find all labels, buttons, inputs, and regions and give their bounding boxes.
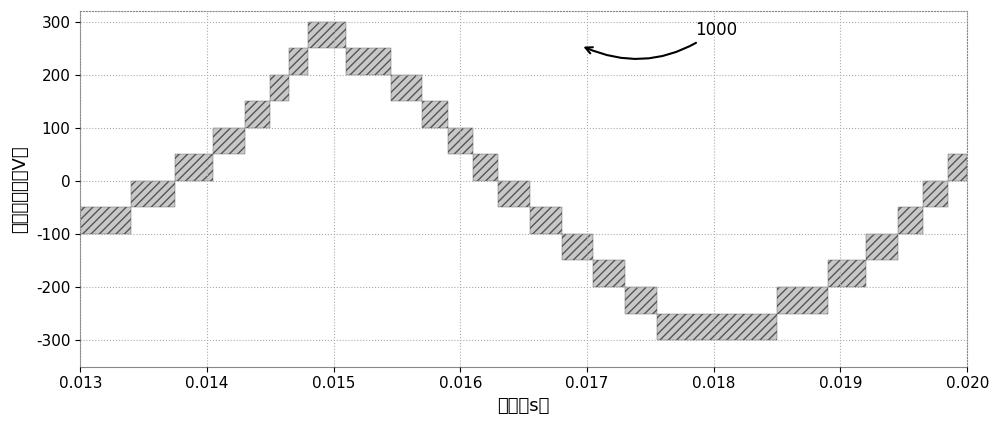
Bar <box>245 101 270 128</box>
Bar <box>270 75 289 101</box>
Bar <box>131 181 175 207</box>
Bar <box>213 128 245 154</box>
X-axis label: 时间（s）: 时间（s） <box>498 397 550 415</box>
Bar <box>625 287 657 314</box>
Bar <box>448 128 473 154</box>
Bar <box>175 154 213 181</box>
Bar <box>593 260 625 287</box>
Bar <box>777 287 828 314</box>
Bar <box>898 207 923 234</box>
Bar <box>948 154 967 181</box>
Bar <box>498 181 530 207</box>
Y-axis label: 包输出电压（V）: 包输出电压（V） <box>11 145 29 233</box>
Bar <box>391 75 422 101</box>
Bar <box>80 207 131 234</box>
Bar <box>289 48 308 75</box>
Bar <box>866 234 898 260</box>
Bar <box>422 101 448 128</box>
Bar <box>657 314 777 340</box>
Bar <box>346 48 391 75</box>
Bar <box>923 181 948 207</box>
Bar <box>828 260 866 287</box>
Bar <box>562 234 593 260</box>
Bar <box>530 207 562 234</box>
Text: 1000: 1000 <box>585 21 737 59</box>
Bar <box>308 22 346 48</box>
Bar <box>473 154 498 181</box>
